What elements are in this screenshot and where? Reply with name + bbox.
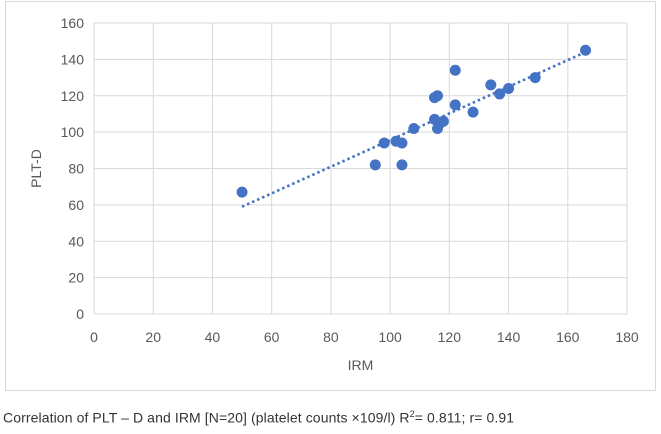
data-point-9 [431, 90, 443, 102]
caption-superscript: 2 [409, 409, 415, 419]
x-tick-label-1: 20 [145, 329, 161, 345]
data-point-13 [449, 99, 461, 111]
y-tick-label-2: 40 [68, 233, 84, 249]
caption-tail: = 0.811; r= 0.91 [414, 409, 515, 426]
data-point-19 [529, 72, 541, 84]
data-point-2 [378, 137, 390, 149]
data-point-4 [396, 137, 408, 149]
data-points [236, 44, 592, 198]
gridlines [93, 22, 628, 315]
chart-frame: 0 20 40 60 80 100 120 140 160 0 20 40 60 80 100 120 140… [5, 1, 656, 391]
y-tick-label-0: 0 [76, 306, 84, 322]
data-point-16 [485, 79, 497, 91]
y-tick-label-7: 140 [61, 51, 85, 67]
y-tick-label-6: 120 [61, 88, 85, 104]
x-tick-label-9: 180 [615, 329, 639, 345]
data-point-18 [503, 82, 515, 94]
y-axis-title: PLT-D [28, 149, 44, 188]
figure-caption: Correlation of PLT – D and IRM [N=20] (p… [3, 409, 514, 426]
x-tick-label-3: 60 [264, 329, 280, 345]
data-point-14 [449, 64, 461, 76]
data-point-5 [396, 159, 408, 171]
data-point-0 [236, 186, 248, 198]
y-tick-label-4: 80 [68, 161, 84, 177]
x-axis-title: IRM [348, 357, 374, 373]
y-tick-label-3: 60 [68, 197, 84, 213]
data-point-20 [580, 44, 592, 56]
x-tick-label-6: 120 [438, 329, 462, 345]
y-tick-label-5: 100 [61, 124, 85, 140]
y-tick-label-8: 160 [61, 15, 85, 31]
data-point-12 [437, 115, 449, 127]
data-point-15 [467, 106, 479, 118]
x-axis-tick-labels: 0 20 40 60 80 100 120 140 160 180 [90, 329, 639, 345]
y-axis-tick-labels: 0 20 40 60 80 100 120 140 160 [61, 15, 85, 322]
x-tick-label-5: 100 [378, 329, 402, 345]
data-point-1 [369, 159, 381, 171]
x-tick-label-8: 160 [556, 329, 580, 345]
y-tick-label-1: 20 [68, 270, 84, 286]
caption-main: Correlation of PLT – D and IRM [N=20] (p… [3, 409, 410, 426]
x-tick-label-0: 0 [90, 329, 98, 345]
data-point-17 [494, 88, 506, 100]
x-tick-label-7: 140 [497, 329, 521, 345]
x-tick-label-2: 40 [205, 329, 221, 345]
data-point-6 [408, 122, 420, 134]
scatter-chart: 0 20 40 60 80 100 120 140 160 0 20 40 60 80 100 120 140… [28, 15, 639, 373]
x-tick-label-4: 80 [323, 329, 339, 345]
